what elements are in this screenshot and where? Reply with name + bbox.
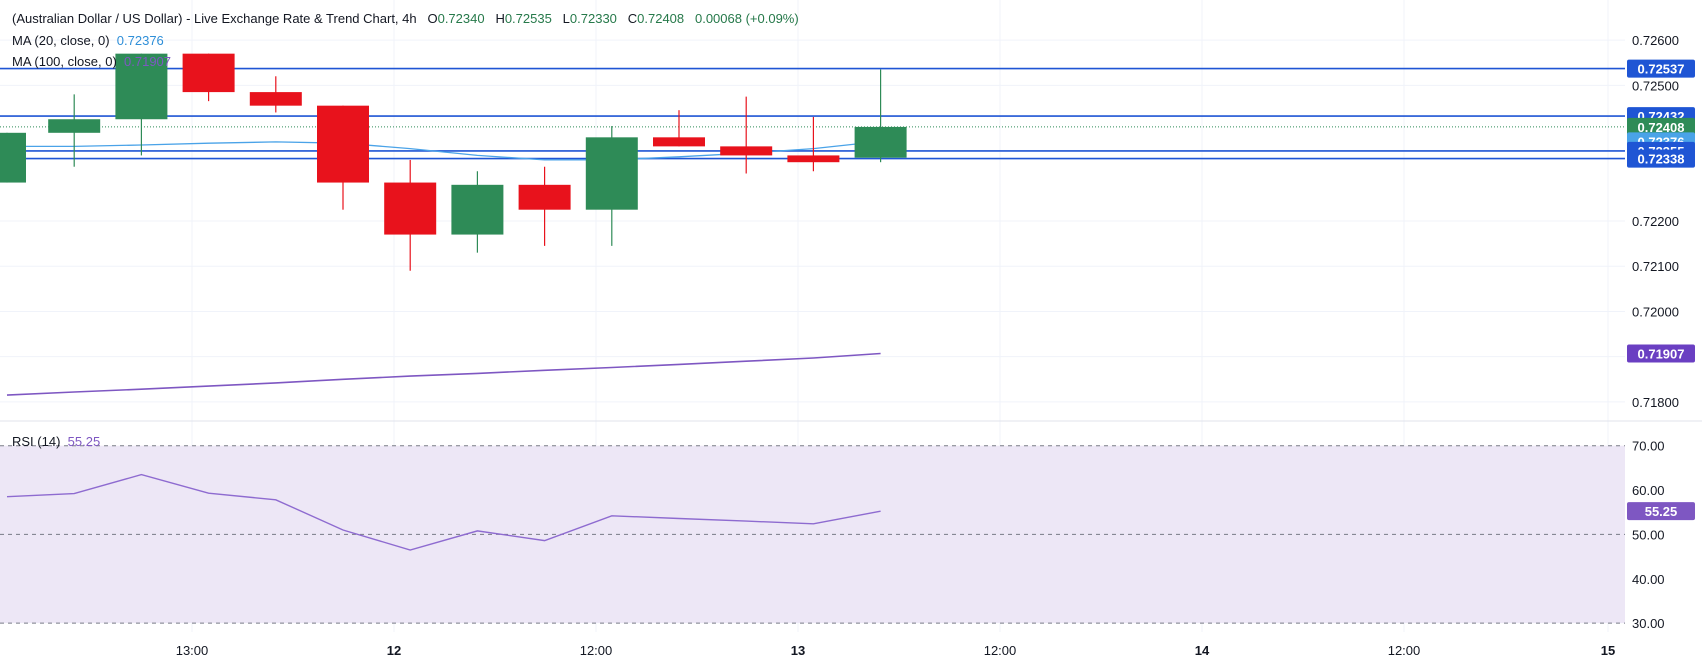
- rsi-legend[interactable]: RSI (14) 55.25: [12, 434, 100, 449]
- price-label-text: 0.71907: [1638, 347, 1685, 362]
- rsi-last-label-text: 55.25: [1645, 504, 1678, 519]
- chart-title: (Australian Dollar / US Dollar) - Live E…: [12, 11, 417, 26]
- candle-body: [249, 92, 302, 106]
- low-value: 0.72330: [569, 11, 617, 26]
- price-axis-tick: 0.72600: [1632, 33, 1679, 48]
- open-value: 0.72340: [437, 11, 485, 26]
- price-axis-tick: 0.72500: [1632, 78, 1679, 93]
- candle-body: [317, 105, 369, 183]
- rsi-label: RSI (14): [12, 434, 61, 449]
- candle-body: [854, 126, 907, 158]
- price-axis-tick: 0.72100: [1632, 259, 1679, 274]
- ma20-legend[interactable]: MA (20, close, 0) 0.72376: [12, 33, 164, 48]
- price-label-box: [1627, 117, 1695, 136]
- time-axis-tick: 14: [1195, 643, 1210, 658]
- time-axis-tick: 13:00: [176, 643, 209, 658]
- ma100-value: 0.71907: [124, 54, 172, 69]
- candle-body: [384, 182, 437, 235]
- rsi-axis-tick: 40.00: [1632, 572, 1665, 587]
- time-axis-tick: 13: [791, 643, 805, 658]
- rsi-last-label-box: [1627, 502, 1695, 521]
- rsi-value: 55.25: [67, 434, 101, 449]
- candle-body: [182, 53, 235, 93]
- candle-body: [585, 137, 638, 210]
- rsi-axis-tick: 70.00: [1632, 439, 1665, 454]
- price-label-box: [1627, 59, 1695, 78]
- price-axis-tick: 0.72200: [1632, 214, 1679, 229]
- time-axis-tick: 12:00: [1388, 643, 1421, 658]
- ma100-line: [6, 352, 881, 396]
- price-axis-tick: 0.71800: [1632, 395, 1679, 410]
- low-label: L: [562, 11, 570, 26]
- time-axis-tick: 12: [387, 643, 401, 658]
- ma100-label: MA (100, close, 0): [12, 54, 117, 69]
- ma20-label: MA (20, close, 0): [12, 33, 110, 48]
- candle-body: [115, 53, 168, 120]
- price-label-box: [1627, 344, 1695, 363]
- candle-body: [787, 155, 840, 163]
- candle-body: [720, 146, 773, 156]
- candle-body: [451, 184, 504, 235]
- time-axis-tick: 12:00: [984, 643, 1017, 658]
- rsi-axis-tick: 30.00: [1632, 616, 1665, 631]
- candle-body: [48, 119, 101, 133]
- price-label-text: 0.72537: [1638, 62, 1685, 77]
- rsi-axis-tick: 60.00: [1632, 483, 1665, 498]
- candle-body: [518, 184, 571, 210]
- rsi-line: [6, 473, 881, 551]
- price-label-text: 0.72338: [1638, 152, 1685, 167]
- high-value: 0.72535: [504, 11, 552, 26]
- ma20-value: 0.72376: [116, 33, 164, 48]
- rsi-axis-tick: 50.00: [1632, 527, 1665, 542]
- symbol-legend: (Australian Dollar / US Dollar) - Live E…: [12, 11, 799, 26]
- open-label: O: [427, 11, 438, 26]
- close-label: C: [627, 11, 638, 26]
- price-axis-tick: 0.72000: [1632, 304, 1679, 319]
- high-label: H: [495, 11, 505, 26]
- price-label-text: 0.72408: [1638, 120, 1685, 135]
- time-axis-tick: 15: [1601, 643, 1615, 658]
- close-value: 0.72408: [637, 11, 685, 26]
- candle-body: [653, 137, 705, 147]
- change-value: 0.00068 (+0.09%): [694, 11, 799, 26]
- ma100-legend[interactable]: MA (100, close, 0) 0.71907: [12, 54, 171, 69]
- candle-body: [0, 132, 26, 183]
- time-axis-tick: 12:00: [580, 643, 613, 658]
- price-label-box: [1627, 149, 1695, 168]
